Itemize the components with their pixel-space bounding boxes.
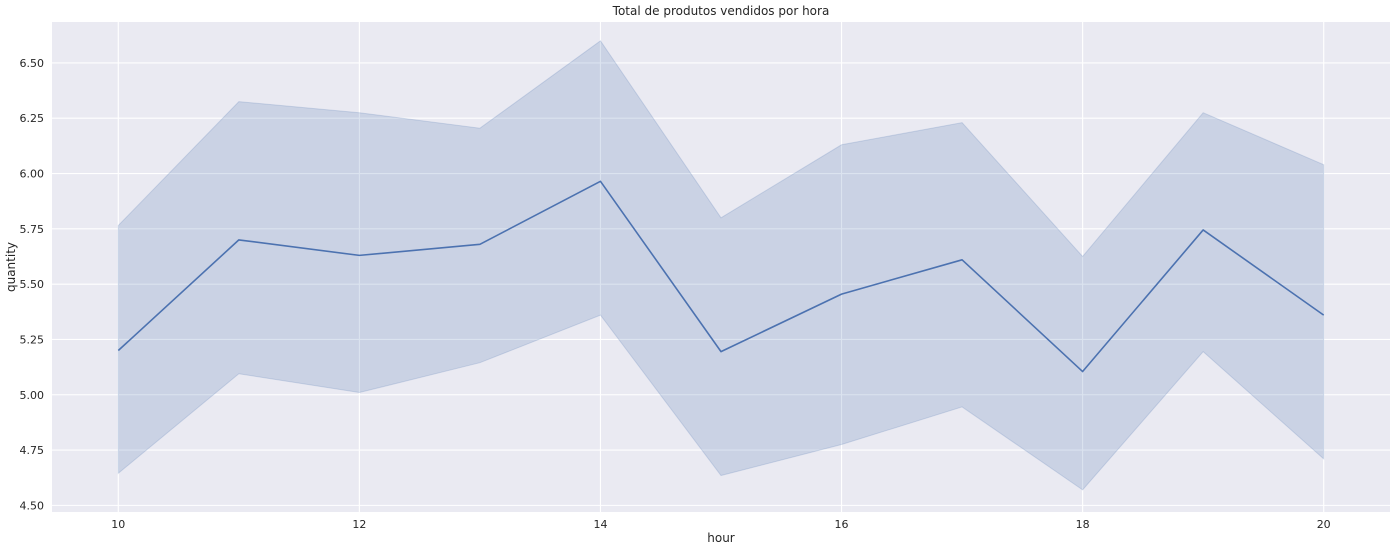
y-tick-label: 6.25 (20, 112, 45, 125)
x-tick-label: 20 (1317, 518, 1331, 531)
confidence-band (117, 40, 1325, 491)
y-tick-label: 4.75 (20, 444, 45, 457)
x-tick-label: 12 (352, 518, 366, 531)
x-tick-label: 10 (111, 518, 125, 531)
y-axis-ticks: 4.50 4.75 5.00 5.25 5.50 5.75 6.00 6.25 6.50 (20, 57, 45, 512)
y-tick-label: 5.50 (20, 278, 45, 291)
y-tick-label: 6.00 (20, 168, 45, 181)
y-tick-label: 6.50 (20, 57, 45, 70)
x-tick-label: 16 (835, 518, 849, 531)
x-axis-ticks: 10 12 14 16 18 20 (111, 518, 1330, 531)
grid (52, 22, 1390, 512)
x-tick-label: 14 (593, 518, 607, 531)
x-tick-label: 18 (1076, 518, 1090, 531)
chart-title: Total de produtos vendidos por hora (612, 4, 830, 18)
y-tick-label: 5.75 (20, 223, 45, 236)
y-tick-label: 5.25 (20, 333, 45, 346)
plot-area (52, 22, 1390, 512)
y-tick-label: 4.50 (20, 499, 45, 512)
y-tick-label: 5.00 (20, 389, 45, 402)
series-line (117, 180, 1325, 373)
x-axis-label: hour (707, 531, 735, 545)
y-axis-label: quantity (4, 242, 18, 292)
